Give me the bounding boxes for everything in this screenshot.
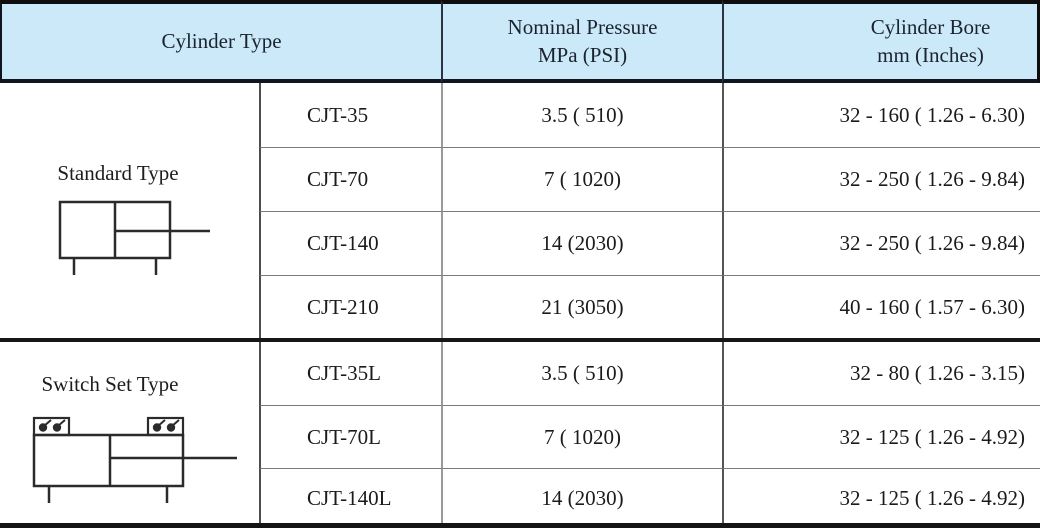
standard-type-label: Standard Type [57,161,179,185]
table-cell-bore: 32 - 160 ( 1.26 - 6.30) [722,83,1040,147]
table-cell-bore: 32 - 125 ( 1.26 - 4.92) [722,405,1040,468]
standard-cylinder-icon [58,200,210,275]
table-cell-pressure: 7 ( 1020) [441,147,722,211]
table-cell-pressure: 21 (3050) [441,275,722,338]
switch-set-type-cell: Switch Set Type [0,342,259,528]
table-cell-pressure: 3.5 ( 510) [441,342,722,405]
switch-set-type-label: Switch Set Type [41,372,179,396]
header-cylinder-bore: Cylinder Bore mm (Inches) [722,0,1040,83]
table-cell-pressure: 14 (2030) [441,468,722,528]
header-cylinder-type: Cylinder Type [0,0,441,83]
header-nominal-pressure: Nominal Pressure MPa (PSI) [441,0,722,83]
table-cell-pressure: 3.5 ( 510) [441,83,722,147]
header-bore-line1: Cylinder Bore [870,14,991,39]
auto-switch-icon [32,416,71,437]
table-cell-model: CJT-35 [259,83,441,147]
header-pressure-line1: Nominal Pressure [507,14,658,39]
table-cell-bore: 32 - 80 ( 1.26 - 3.15) [722,342,1040,405]
table-cell-bore: 32 - 250 ( 1.26 - 9.84) [722,147,1040,211]
header-bore-line2: mm (Inches) [877,42,984,67]
header-cylinder-type-label: Cylinder Type [161,28,282,53]
switch-cylinder-icon [32,416,237,503]
table-cell-model: CJT-70 [259,147,441,211]
table-bottom-rule [0,523,1040,528]
table-cell-pressure: 7 ( 1020) [441,405,722,468]
table-cell-model: CJT-35L [259,342,441,405]
table-cell-model: CJT-140L [259,468,441,528]
table-cell-bore: 32 - 125 ( 1.26 - 4.92) [722,468,1040,528]
table-cell-model: CJT-140 [259,211,441,275]
header-pressure-line2: MPa (PSI) [537,42,628,67]
table-cell-bore: 32 - 250 ( 1.26 - 9.84) [722,211,1040,275]
table-cell-model: CJT-210 [259,275,441,338]
group-separator-rule [0,338,1040,342]
table-cell-pressure: 14 (2030) [441,211,722,275]
auto-switch-icon [146,416,185,437]
standard-type-cell: Standard Type [0,83,259,338]
table-cell-model: CJT-70L [259,405,441,468]
table-cell-bore: 40 - 160 ( 1.57 - 6.30) [722,275,1040,338]
